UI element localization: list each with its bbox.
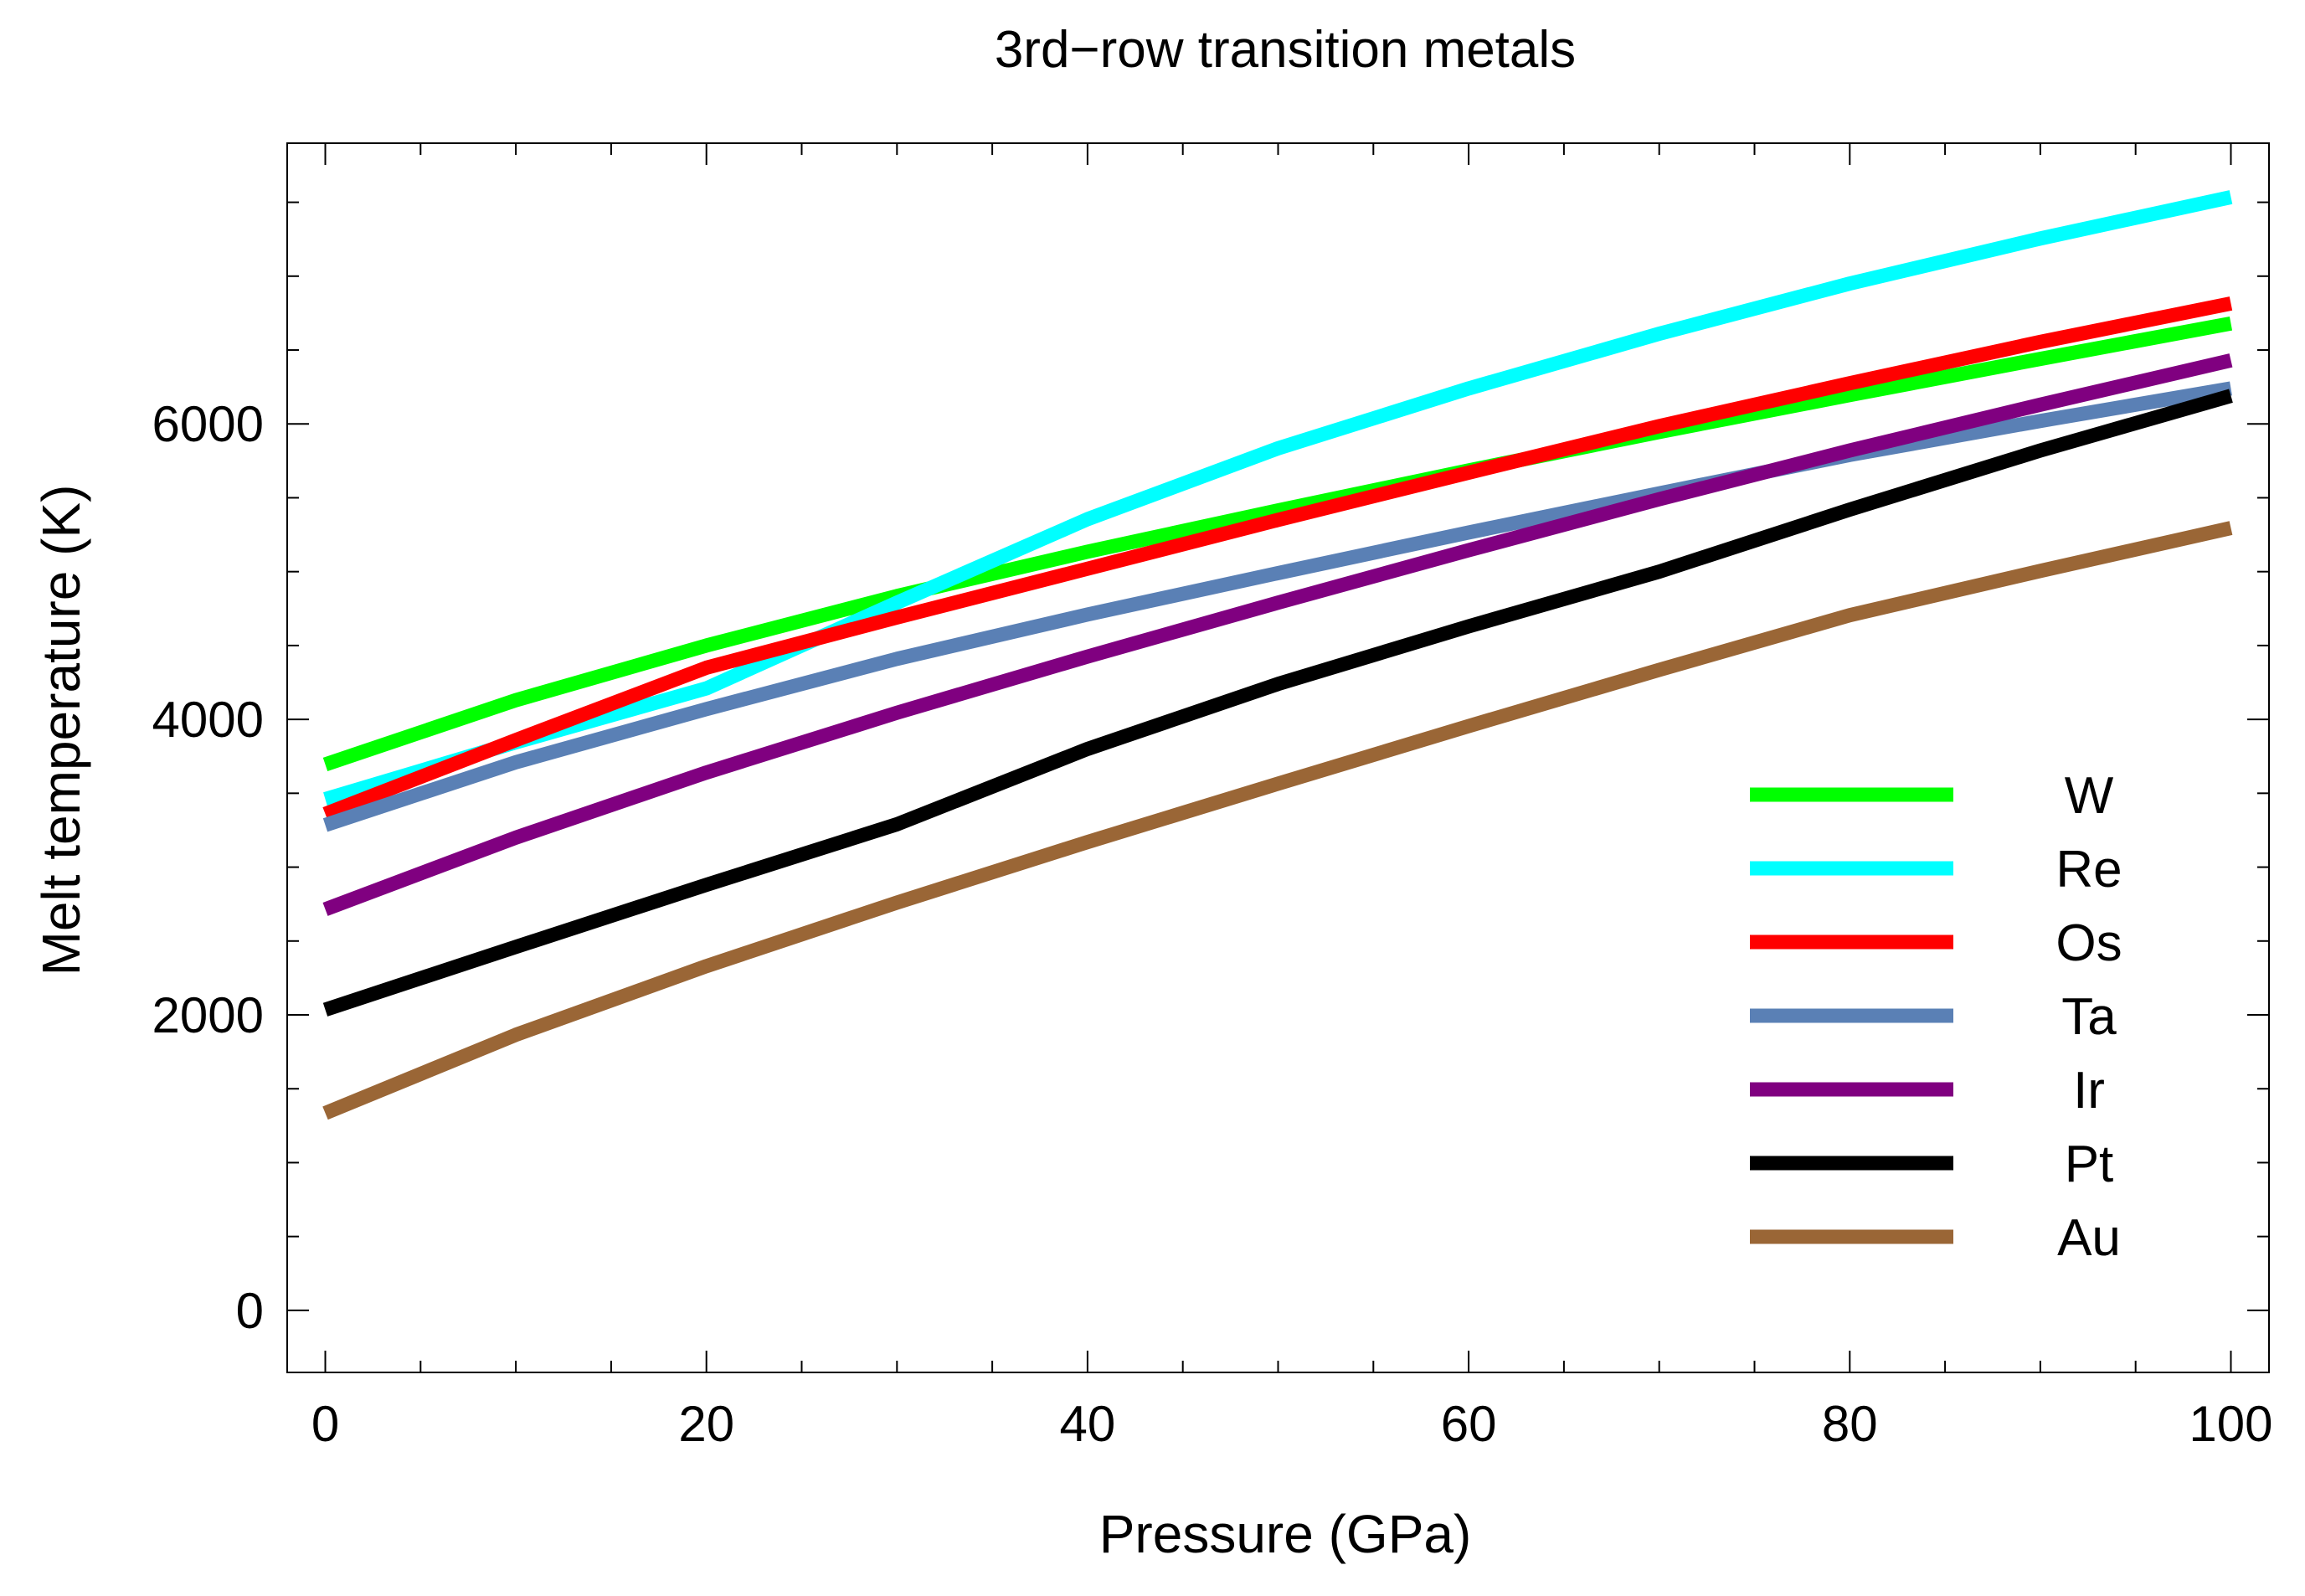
series-lines <box>322 190 2233 1120</box>
x-tick-label: 100 <box>2189 1396 2272 1452</box>
x-axis-label: Pressure (GPa) <box>1099 1504 1472 1564</box>
tick-labels: 0 20 40 60 80 100 0 2000 4000 6000 <box>152 396 2273 1452</box>
x-tick-label: 20 <box>678 1396 734 1452</box>
x-tick-label: 60 <box>1441 1396 1497 1452</box>
x-tick-label: 40 <box>1060 1396 1116 1452</box>
legend: W Re Os Ta Ir Pt Au <box>1750 767 2122 1267</box>
legend-label-au: Au <box>2057 1209 2121 1267</box>
y-tick-label: 0 <box>236 1283 264 1339</box>
legend-label-pt: Pt <box>2065 1135 2114 1193</box>
series-line-re <box>323 190 2233 806</box>
legend-label-os: Os <box>2055 914 2122 972</box>
series-line-ta <box>322 381 2232 832</box>
y-tick-label: 6000 <box>152 396 264 452</box>
chart-title: 3rd−row transition metals <box>995 21 1576 79</box>
x-tick-label: 0 <box>311 1396 339 1452</box>
series-line-pt <box>322 389 2233 1017</box>
axis-ticks <box>287 143 2269 1372</box>
y-tick-label: 4000 <box>152 692 264 748</box>
y-tick-label: 2000 <box>152 987 264 1043</box>
series-line-os <box>322 296 2233 821</box>
series-line-au <box>322 521 2233 1120</box>
series-line-w <box>322 316 2233 771</box>
legend-label-ta: Ta <box>2061 988 2117 1046</box>
legend-label-ir: Ir <box>2073 1062 2105 1120</box>
legend-label-re: Re <box>2055 841 2122 898</box>
plot-frame <box>286 142 2270 1373</box>
x-tick-label: 80 <box>1822 1396 1878 1452</box>
legend-label-w: W <box>2065 767 2114 825</box>
series-line-ir <box>322 353 2233 916</box>
y-axis-label: Melt temperature (K) <box>31 485 91 976</box>
